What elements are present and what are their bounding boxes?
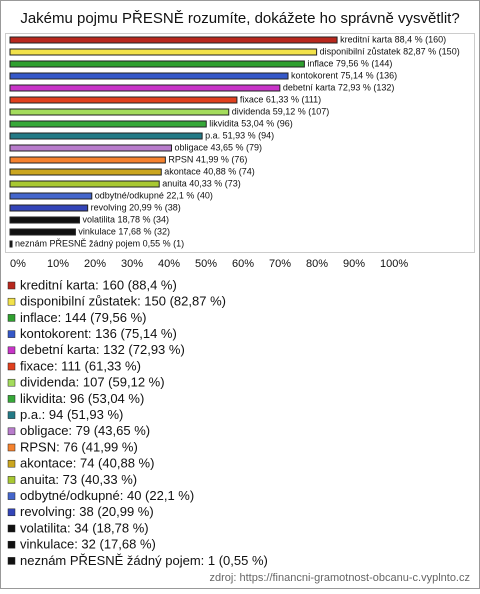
bar [9, 228, 76, 236]
bar [9, 168, 162, 176]
value-label: fixace 61,33 % (111) [240, 94, 321, 104]
legend-swatch [7, 378, 16, 387]
legend-label: anuita: 73 (40,33 %) [20, 472, 137, 487]
bar [9, 156, 166, 164]
bar [9, 36, 338, 44]
x-tick-label: 30% [121, 258, 143, 270]
bar [9, 180, 160, 188]
legend-label: dividenda: 107 (59,12 %) [20, 375, 165, 390]
legend-swatch [7, 314, 16, 322]
value-label: anuita 40,33 % (73) [162, 178, 241, 188]
bar [9, 192, 93, 200]
legend-label: likvidita: 96 (53,04 %) [20, 391, 144, 406]
value-label: disponibilní zůstatek 82,87 % (150) [320, 46, 460, 56]
x-tick-label: 40% [158, 258, 180, 270]
value-label: volatilita 18,78 % (34) [82, 214, 169, 224]
legend-label: revolving: 38 (20,99 %) [20, 504, 154, 519]
legend-label: kreditní karta: 160 (88,4 %) [20, 277, 177, 292]
legend-swatch [7, 411, 16, 419]
bar [9, 120, 207, 128]
bar [9, 132, 203, 140]
value-label: odbytné/odkupné 22,1 % (40) [95, 190, 213, 200]
x-tick-label: 50% [195, 258, 217, 270]
x-tick-label: 20% [84, 258, 106, 270]
x-tick-label: 70% [269, 258, 291, 270]
legend-label: debetní karta: 132 (72,93 %) [20, 342, 185, 357]
bar [9, 144, 173, 152]
value-label: vinkulace 17,68 % (32) [78, 226, 170, 236]
bar [9, 240, 13, 248]
plot-frame [5, 33, 475, 253]
legend-label: fixace: 111 (61,33 %) [20, 358, 141, 373]
chart-title: Jakému pojmu PŘESNĚ rozumíte, dokážete h… [20, 10, 459, 27]
value-label: kontokorent 75,14 % (136) [291, 70, 397, 80]
bar [9, 48, 318, 56]
value-label: dividenda 59,12 % (107) [232, 106, 330, 116]
bar [9, 96, 238, 104]
value-label: p.a. 51,93 % (94) [205, 130, 274, 140]
x-tick-label: 10% [47, 258, 69, 270]
legend-swatch [7, 508, 16, 517]
legend-swatch [7, 476, 16, 484]
legend-label: vinkulace: 32 (17,68 %) [20, 537, 156, 552]
value-label: akontace 40,88 % (74) [164, 166, 255, 176]
bar [9, 204, 89, 212]
bar [9, 216, 80, 224]
legend-swatch [7, 427, 16, 436]
legend-swatch [7, 524, 16, 533]
x-tick-label: 90% [343, 258, 365, 270]
legend-label: neznám PŘESNĚ žádný pojem: 1 (0,55 %) [20, 553, 268, 568]
value-label: RPSN 41,99 % (76) [168, 154, 247, 164]
value-label: obligace 43,65 % (79) [175, 142, 263, 152]
x-tick-label: 100% [380, 258, 408, 270]
legend-label: akontace: 74 (40,88 %) [20, 456, 154, 471]
x-tick-label: 80% [306, 258, 328, 270]
legend-swatch [7, 443, 16, 452]
legend-swatch [7, 557, 16, 565]
x-tick-label: 0% [10, 258, 26, 270]
value-label: neznám PŘESNĚ žádný pojem 0,55 % (1) [15, 238, 184, 248]
value-label: debetní karta 72,93 % (132) [283, 82, 395, 92]
bar [9, 108, 230, 116]
legend-swatch [7, 297, 16, 306]
legend-swatch [7, 395, 16, 403]
value-label: revolving 20,99 % (38) [91, 202, 181, 212]
legend-swatch [7, 492, 16, 500]
bar [9, 60, 305, 68]
legend-swatch [7, 330, 16, 338]
legend-label: RPSN: 76 (41,99 %) [20, 439, 138, 454]
value-label: likvidita 53,04 % (96) [209, 118, 293, 128]
bar [9, 72, 289, 80]
legend-label: odbytné/odkupné: 40 (22,1 %) [20, 488, 194, 503]
bar [9, 84, 281, 92]
legend-swatch [7, 459, 16, 468]
legend-label: disponibilní zůstatek: 150 (82,87 %) [20, 294, 226, 309]
legend-swatch [7, 362, 16, 371]
legend-swatch [7, 346, 16, 355]
legend-swatch [7, 540, 16, 549]
source: zdroj: https://financni-gramotnost-obcan… [210, 572, 470, 584]
legend-swatch [7, 281, 16, 290]
legend-label: obligace: 79 (43,65 %) [20, 423, 150, 438]
legend-label: inflace: 144 (79,56 %) [20, 310, 146, 325]
legend-label: kontokorent: 136 (75,14 %) [20, 326, 177, 341]
x-tick-label: 60% [232, 258, 254, 270]
value-label: kreditní karta 88,4 % (160) [340, 34, 446, 44]
legend-label: volatilita: 34 (18,78 %) [20, 520, 149, 535]
value-label: inflace 79,56 % (144) [307, 58, 392, 68]
legend-label: p.a.: 94 (51,93 %) [20, 407, 123, 422]
